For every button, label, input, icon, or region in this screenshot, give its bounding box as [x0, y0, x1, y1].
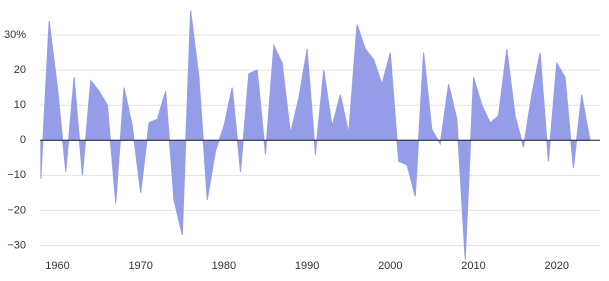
area	[40, 10, 591, 260]
x-tick-label: 2010	[461, 260, 485, 272]
y-tick-label: 30%	[4, 29, 26, 41]
y-tick-label: −10	[7, 169, 26, 181]
x-tick-label: 1990	[295, 260, 319, 272]
y-tick-label: −20	[7, 204, 26, 216]
x-tick-label: 2000	[378, 260, 402, 272]
x-tick-label: 1980	[212, 260, 236, 272]
y-tick-label: 10	[14, 99, 26, 111]
x-tick-label: 1960	[45, 260, 69, 272]
x-tick-label: 1970	[128, 260, 152, 272]
y-tick-label: 0	[20, 134, 26, 146]
y-tick-label: 20	[14, 64, 26, 76]
y-tick-label: −30	[7, 239, 26, 251]
x-tick-label: 2020	[544, 260, 568, 272]
